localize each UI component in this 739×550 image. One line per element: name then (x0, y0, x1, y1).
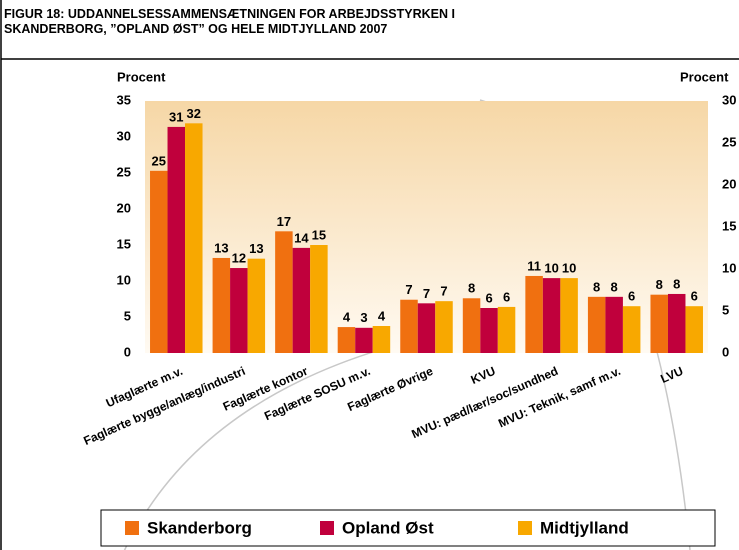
value-label: 4 (343, 310, 351, 325)
y-tick-label: 25 (117, 164, 131, 179)
bar (435, 301, 453, 353)
value-label: 6 (485, 290, 492, 305)
value-label: 15 (312, 227, 326, 242)
y2-tick-label: 30 (722, 92, 736, 107)
value-label: 14 (294, 230, 309, 245)
x-tick-label: LVU (658, 364, 685, 386)
bar (372, 326, 391, 353)
bar (462, 298, 481, 353)
y2-tick-label: 10 (722, 260, 736, 275)
value-label: 8 (656, 277, 663, 292)
value-label: 13 (249, 241, 263, 256)
bar (310, 245, 328, 353)
y-tick-label: 30 (117, 128, 131, 143)
bar (497, 306, 516, 353)
value-label: 3 (360, 310, 367, 325)
value-label: 13 (214, 240, 228, 255)
legend (100, 509, 716, 547)
bar (275, 231, 293, 353)
bar (230, 268, 248, 353)
y2-tick-label: 0 (722, 344, 729, 359)
value-label: 11 (527, 258, 541, 273)
bar (685, 306, 703, 353)
value-label: 8 (593, 279, 600, 294)
bar (605, 296, 623, 353)
bar (150, 170, 168, 353)
legend-label: Midtjylland (540, 518, 629, 537)
bar (212, 257, 231, 353)
value-label: 7 (440, 284, 447, 299)
bar (525, 275, 543, 353)
value-label: 6 (628, 289, 635, 304)
bar (622, 306, 641, 353)
bar (560, 278, 578, 353)
value-label: 7 (423, 286, 430, 301)
value-label: 6 (503, 289, 510, 304)
y-tick-label: 5 (124, 308, 131, 323)
legend-swatch (518, 521, 532, 535)
bar (542, 278, 561, 353)
bar (247, 258, 266, 353)
bar (355, 327, 373, 353)
value-label: 7 (405, 282, 412, 297)
bar (417, 303, 436, 353)
bar (185, 123, 203, 353)
y-tick-label: 10 (117, 272, 131, 287)
y2-tick-label: 20 (722, 176, 736, 191)
x-tick-label: MVU: Teknik, samf m.v. (496, 364, 623, 431)
chart-title: FIGUR 18: UDDANNELSESSAMMENSÆTNINGEN FOR… (4, 7, 455, 21)
bar (167, 126, 186, 353)
y2-axis-label: Procent (680, 69, 729, 84)
y2-tick-label: 25 (722, 134, 736, 149)
value-label: 12 (232, 250, 246, 265)
value-label: 10 (562, 261, 576, 276)
legend-swatch (125, 521, 139, 535)
y2-tick-label: 5 (722, 302, 729, 317)
value-label: 32 (187, 106, 201, 121)
value-label: 31 (169, 109, 183, 124)
chart-subtitle: SKANDERBORG, ”OPLAND ØST” OG HELE MIDTJY… (4, 22, 387, 36)
bar (292, 247, 311, 353)
legend-label: Skanderborg (147, 518, 252, 537)
bar (480, 308, 498, 353)
value-label: 8 (611, 279, 618, 294)
legend-label: Opland Øst (342, 518, 434, 537)
value-label: 6 (691, 289, 698, 304)
y-tick-label: 15 (117, 236, 131, 251)
y-tick-label: 0 (124, 344, 131, 359)
value-label: 8 (468, 281, 475, 296)
value-label: 25 (152, 153, 166, 168)
value-label: 4 (378, 308, 386, 323)
y-axis-label: Procent (117, 69, 166, 84)
bar (337, 327, 356, 353)
value-label: 17 (277, 214, 291, 229)
y2-tick-label: 15 (722, 218, 736, 233)
bar (650, 294, 668, 353)
y-tick-label: 35 (117, 92, 131, 107)
value-label: 8 (673, 276, 680, 291)
bar (400, 299, 418, 353)
y-tick-label: 20 (117, 200, 131, 215)
bar (587, 296, 606, 353)
legend-swatch (320, 521, 334, 535)
x-tick-label: KVU (469, 364, 498, 387)
value-label: 10 (544, 261, 558, 276)
bar (667, 293, 686, 353)
